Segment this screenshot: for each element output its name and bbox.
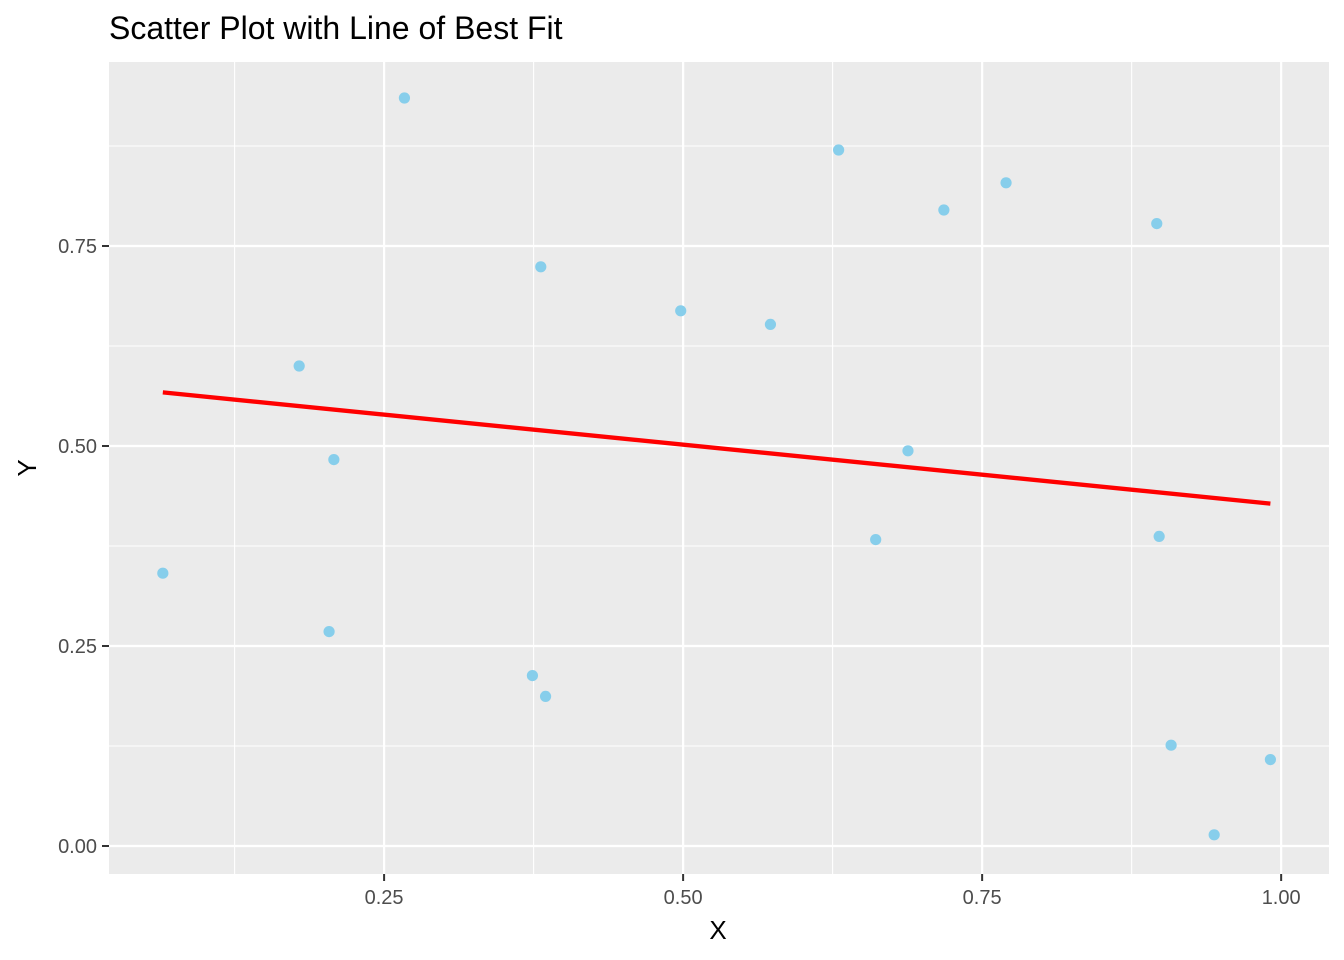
- x-tick-label: 0.75: [963, 887, 1002, 909]
- plot-panel: [109, 62, 1329, 874]
- data-point: [157, 567, 169, 579]
- data-point: [1264, 754, 1276, 766]
- fit-line-layer: [162, 390, 1271, 506]
- data-point: [1165, 739, 1177, 751]
- data-point: [1000, 177, 1012, 189]
- points-layer: [157, 92, 1276, 841]
- data-point: [535, 261, 547, 273]
- minor-gridlines: [109, 62, 1329, 874]
- data-point: [938, 204, 950, 216]
- data-point: [323, 626, 335, 638]
- chart-title: Scatter Plot with Line of Best Fit: [109, 10, 563, 46]
- x-axis: 0.25 0.50 0.75 1.00: [365, 874, 1301, 909]
- data-point: [870, 534, 882, 546]
- major-gridlines: [109, 62, 1329, 874]
- data-point: [526, 670, 539, 682]
- data-point: [833, 144, 845, 156]
- x-tick-label: 1.00: [1262, 887, 1301, 909]
- y-tick-label: 0.00: [58, 836, 97, 858]
- x-tick-label: 0.50: [664, 887, 703, 909]
- data-point: [1153, 530, 1165, 543]
- x-axis-title: X: [709, 915, 726, 945]
- data-point: [1151, 218, 1163, 230]
- data-point: [764, 318, 777, 330]
- data-point: [539, 690, 552, 703]
- y-axis-title: Y: [12, 459, 42, 476]
- data-point: [675, 305, 687, 317]
- data-point: [328, 454, 340, 466]
- y-axis: 0.00 0.25 0.50 0.75: [58, 236, 109, 858]
- x-tick-label: 0.25: [365, 887, 404, 909]
- y-tick-label: 0.75: [58, 236, 97, 258]
- data-point: [1208, 829, 1220, 841]
- y-tick-label: 0.50: [58, 436, 97, 458]
- data-point: [398, 92, 411, 104]
- data-point: [902, 445, 914, 457]
- data-point: [293, 360, 305, 372]
- best-fit-line: [162, 390, 1271, 506]
- y-tick-label: 0.25: [58, 636, 97, 658]
